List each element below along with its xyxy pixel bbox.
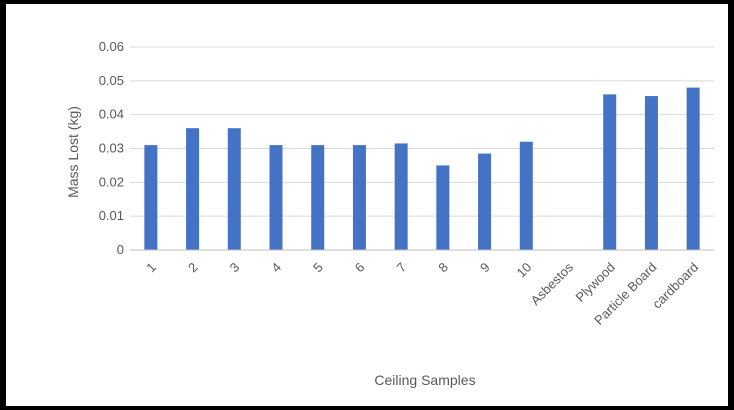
bar-10: [519, 141, 533, 250]
bar-particle-board: [644, 96, 658, 250]
y-tick-label: 0.06: [99, 39, 124, 54]
y-tick-label: 0.01: [99, 208, 124, 223]
x-tick-label: 1: [143, 260, 159, 276]
x-tick-label: 8: [435, 260, 451, 276]
x-tick-label: 5: [310, 260, 326, 276]
x-axis-title: Ceiling Samples: [374, 372, 475, 388]
bar-9: [478, 153, 492, 250]
x-tick-label: Asbestos: [528, 259, 577, 308]
x-tick-label: 10: [514, 260, 535, 281]
y-axis-tick-labels: 0 0.01 0.02 0.03 0.04 0.05 0.06: [99, 39, 124, 257]
y-tick-label: 0: [117, 242, 124, 257]
x-tick-label: 4: [268, 260, 284, 276]
y-tick-label: 0.05: [99, 73, 124, 88]
bar-6: [352, 145, 366, 250]
x-tick-label: 7: [394, 260, 410, 276]
bar-7: [394, 143, 408, 250]
x-tick-label: cardboard: [649, 260, 701, 312]
bar-3: [227, 128, 241, 250]
bar-cardboard: [686, 87, 700, 250]
y-tick-label: 0.04: [99, 107, 124, 122]
x-tick-label: 3: [227, 260, 243, 276]
x-tick-label: 2: [185, 260, 201, 276]
y-tick-label: 0.03: [99, 141, 124, 156]
bar-1: [144, 145, 158, 250]
x-tick-label: 6: [352, 260, 368, 276]
bar-8: [436, 165, 450, 250]
x-tick-label: 9: [477, 260, 493, 276]
bar-5: [311, 145, 325, 250]
bar-chart: 0 0.01 0.02 0.03 0.04 0.05 0.06 1 2 3 4 5 6 7 8 9 10Asb…: [65, 39, 714, 388]
bar-2: [186, 128, 200, 250]
bar-plywood: [603, 94, 617, 250]
y-axis-title: Mass Lost (kg): [65, 106, 81, 198]
gridlines: [130, 46, 714, 217]
bar-4: [269, 145, 283, 250]
bars: [144, 87, 700, 250]
y-tick-label: 0.02: [99, 174, 124, 189]
